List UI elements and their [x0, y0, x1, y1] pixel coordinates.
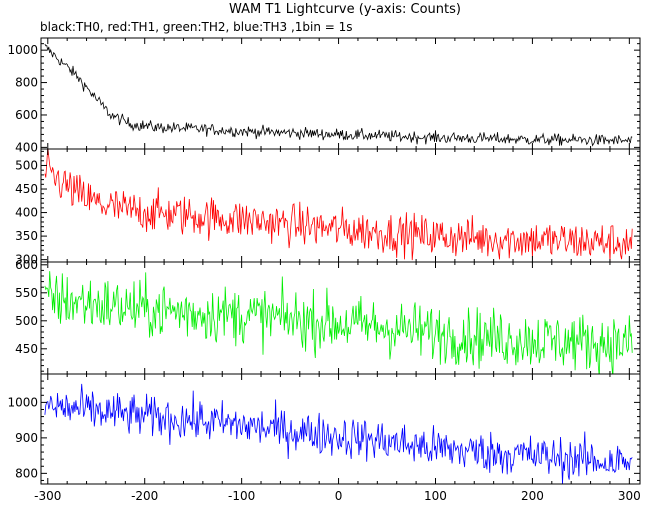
y-tick-label: 500 — [15, 158, 38, 172]
y-tick-label: 400 — [15, 140, 38, 154]
panels: 400 600 800 1000 300 350 400 450 500 450 500 550 600… — [7, 37, 641, 485]
series-line-th3 — [44, 383, 633, 484]
x-tick-label: 100 — [424, 489, 447, 503]
y-tick-label: 1000 — [7, 43, 38, 57]
y-tick-label: 450 — [15, 182, 38, 196]
y-tick-label: 800 — [15, 466, 38, 480]
y-tick-label: 600 — [15, 258, 38, 272]
y-tick-label: 350 — [15, 229, 38, 243]
panel-frame — [40, 373, 641, 485]
x-tick-label: -200 — [131, 489, 158, 503]
y-tick-label: 1000 — [7, 395, 38, 409]
y-tick-label: 300 — [15, 253, 38, 267]
y-tick-label: 400 — [15, 206, 38, 220]
x-tick-label: -300 — [34, 489, 61, 503]
chart-title: WAM T1 Lightcurve (y-axis: Counts) — [229, 2, 461, 17]
y-tick-label: 900 — [15, 431, 38, 445]
y-tick-label: 450 — [15, 342, 38, 356]
x-tick-label: 200 — [521, 489, 544, 503]
series-line-th0 — [44, 43, 633, 147]
x-tick-label: 300 — [618, 489, 641, 503]
x-tick-label: 0 — [335, 489, 343, 503]
series-line-th2 — [44, 271, 633, 374]
chart-subtitle: black:TH0, red:TH1, green:TH2, blue:TH3 … — [40, 20, 353, 34]
x-tick-label: -100 — [228, 489, 255, 503]
y-tick-label: 800 — [15, 76, 38, 90]
panel-th2: 450 500 550 600 — [15, 258, 641, 375]
panel-th1: 300 350 400 450 500 — [15, 148, 641, 267]
y-tick-label: 600 — [15, 108, 38, 122]
panel-th3: 800 900 1000 — [7, 373, 641, 485]
y-tick-label: 550 — [15, 286, 38, 300]
series-line-th1 — [44, 149, 633, 262]
y-tick-label: 500 — [15, 314, 38, 328]
panel-th0: 400 600 800 1000 — [7, 37, 641, 154]
x-axis: -300 -200 -100 0 100 200 300 — [34, 489, 641, 503]
